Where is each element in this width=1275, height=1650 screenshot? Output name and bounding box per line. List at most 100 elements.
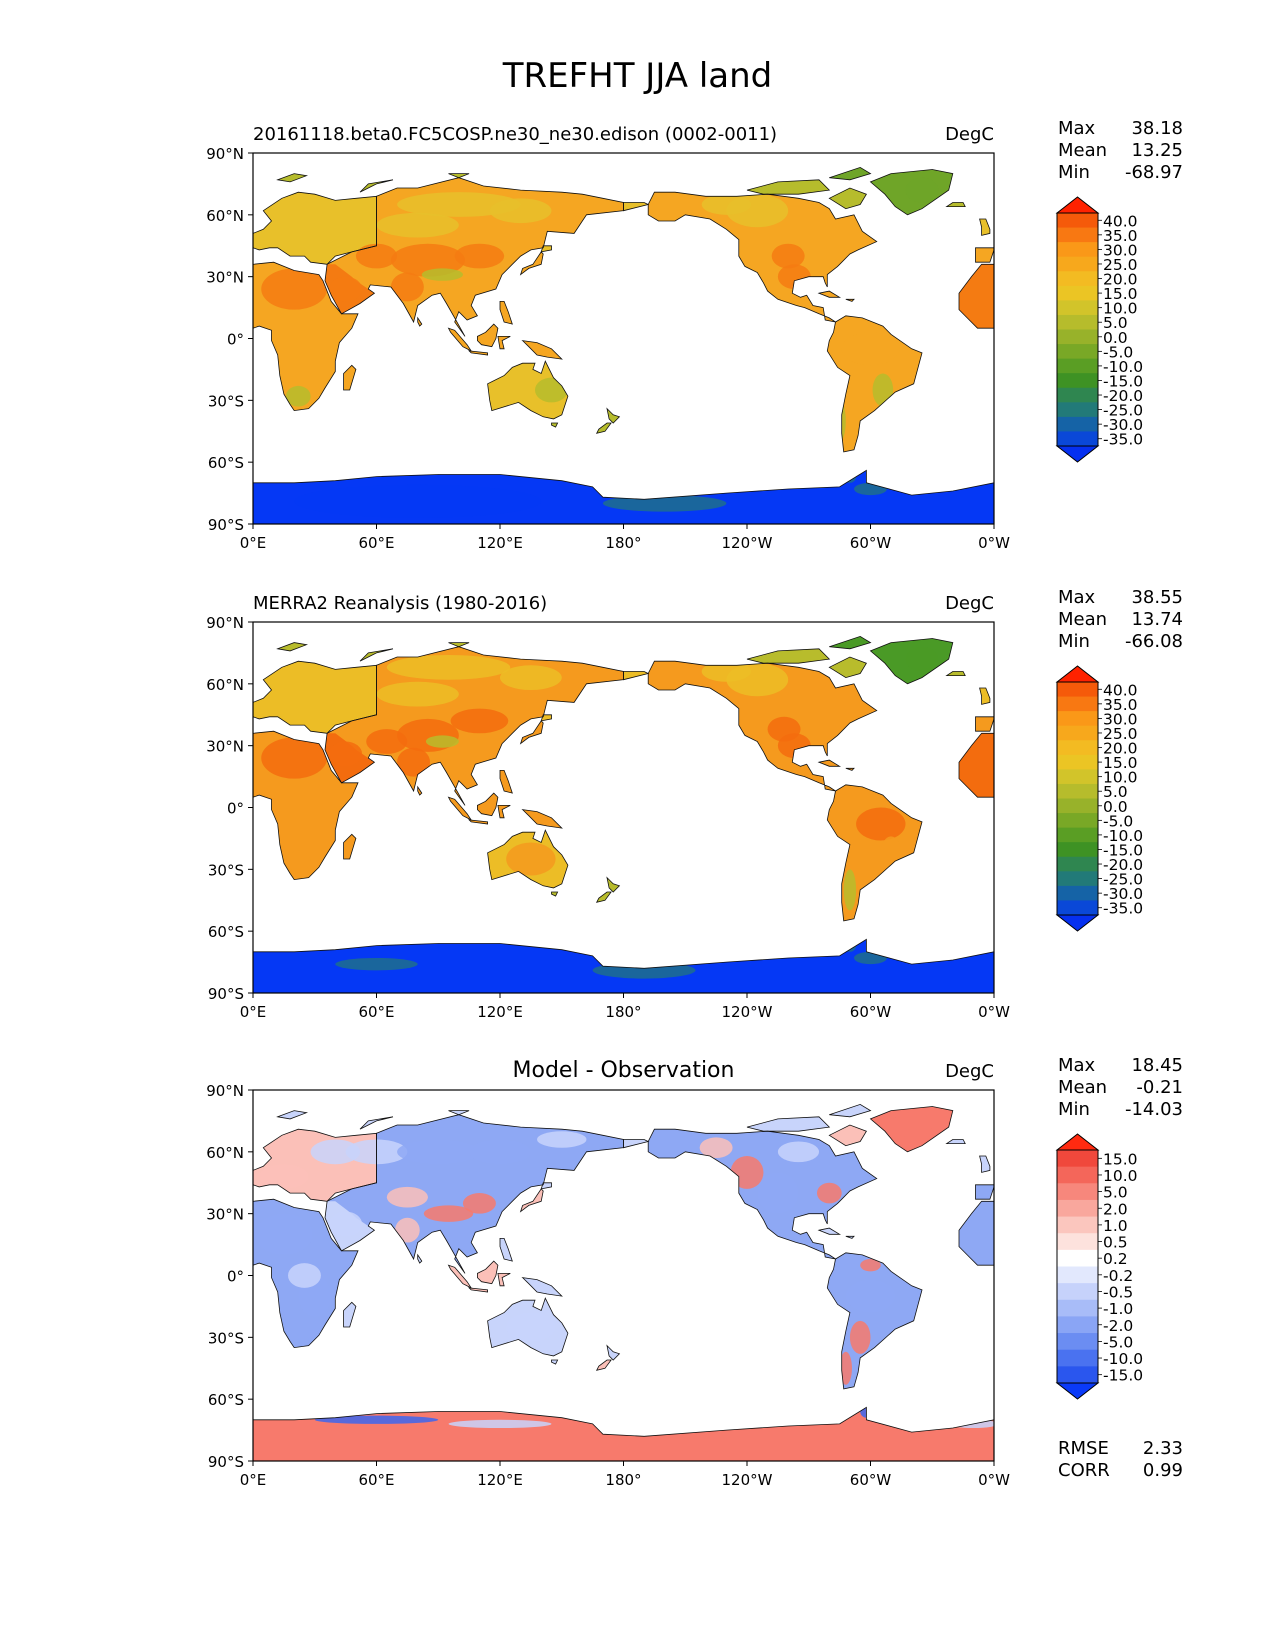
colorbar-extend-min <box>1055 914 1100 932</box>
coastline-baffin <box>828 1124 867 1147</box>
coastline-africa <box>253 261 359 412</box>
colorbar-cell <box>1057 754 1098 770</box>
lon-tick-label: 180° <box>605 1471 641 1489</box>
coastline-namerica <box>647 191 878 323</box>
colorbar-cell <box>1057 358 1098 374</box>
colorbar-label: 5.0 <box>1103 783 1128 801</box>
colorbar-label: -15.0 <box>1103 372 1143 390</box>
colorbar-label: -15.0 <box>1103 1367 1143 1385</box>
colorbar-frame <box>1056 212 1099 447</box>
coastline-tasmania <box>551 891 559 897</box>
colorbar: 40.035.030.025.020.015.010.05.00.0-5.0-1… <box>1055 665 1143 932</box>
colorbar-label: -5.0 <box>1103 812 1133 830</box>
lon-tick-label: 60°E <box>358 534 394 552</box>
field-blob <box>397 1139 480 1165</box>
field-blob <box>390 243 466 277</box>
colorbar-cell <box>1057 431 1098 447</box>
coastline-borneo <box>476 1260 499 1285</box>
coastline-newguinea <box>521 809 563 829</box>
field-blob <box>421 268 463 281</box>
land-sulawesi <box>497 1273 511 1286</box>
land-canada_arctic <box>747 1116 830 1132</box>
colorbar-cell <box>1057 769 1098 785</box>
field-blob <box>366 729 408 754</box>
lat-tick-label: 30°S <box>208 861 244 879</box>
land-borneo <box>477 1261 498 1284</box>
coastline-baffin <box>828 656 867 679</box>
coastline-asia <box>324 646 624 806</box>
colorbar-cell <box>1057 329 1098 345</box>
lat-tick-label: 30°S <box>208 1329 244 1347</box>
lon-tick-label: 120°W <box>722 1003 773 1021</box>
coastline-java <box>467 350 489 356</box>
colorbar-cell <box>1057 1199 1098 1218</box>
land-layer <box>253 166 994 524</box>
field-blob <box>285 385 311 407</box>
colorbar-label: -5.0 <box>1103 1333 1133 1351</box>
land-java <box>469 819 488 824</box>
field-blob <box>448 1419 552 1429</box>
field-blob <box>314 1415 439 1424</box>
land-nz_s <box>596 1360 612 1371</box>
coastline-svalbard <box>276 642 309 652</box>
figure-title: TREFHT JJA land <box>502 56 773 96</box>
field-blob <box>500 665 562 691</box>
field-blob <box>390 272 424 302</box>
colorbar-label: 10.0 <box>1103 769 1138 787</box>
coastline-newguinea <box>521 1277 563 1297</box>
land-nz_s <box>596 423 612 434</box>
land-iberia_w <box>975 1184 994 1200</box>
stat-label: Max <box>1058 118 1096 139</box>
colorbar-label: 2.0 <box>1103 1200 1128 1218</box>
coastline-tasmania <box>551 1359 559 1365</box>
coastline-sulawesi <box>497 805 511 819</box>
land-cuba <box>819 291 840 298</box>
coastline-java <box>467 819 489 825</box>
coastline-svalbard <box>276 173 309 183</box>
field-blob <box>699 1137 733 1159</box>
coastline-asia <box>324 177 624 337</box>
coastline-canada_arctic <box>746 1116 831 1132</box>
field-blob <box>397 747 431 777</box>
coastline-svalbard <box>276 1110 309 1120</box>
panel-3: 90°N 60°N 30°N 0° 30°S 60°S 90°S0°E 60°E 120°E 18… <box>206 1055 1183 1489</box>
land-ellesmere <box>829 1104 871 1117</box>
stat-value: 38.55 <box>1131 587 1183 608</box>
stat-value: -66.08 <box>1125 631 1183 652</box>
field-blob <box>310 1139 361 1165</box>
colorbar-frame <box>1056 1149 1099 1384</box>
coastline-srilanka <box>417 785 423 796</box>
field-blob <box>386 1186 428 1208</box>
stat-label: Mean <box>1058 140 1107 161</box>
coastline-taimyr_is <box>448 173 470 179</box>
colorbar: 15.010.05.02.01.00.50.2-0.2-0.5-1.0-2.0-… <box>1055 1133 1143 1400</box>
land-safrica_w <box>959 1201 994 1266</box>
colorbar-cell <box>1057 682 1098 698</box>
field-blob <box>856 807 906 841</box>
lon-tick-label: 0°E <box>240 1471 267 1489</box>
field-blob <box>287 1263 321 1288</box>
lon-tick-label: 120°E <box>477 534 523 552</box>
colorbar-cell <box>1057 885 1098 901</box>
coastline-antarctica <box>253 469 994 524</box>
colorbar-label: 35.0 <box>1103 227 1138 245</box>
panel-left-title: MERRA2 Reanalysis (1980-2016) <box>253 593 547 614</box>
land-europe <box>253 192 377 265</box>
field-blob <box>261 737 328 779</box>
lat-tick-label: 90°S <box>208 1453 244 1471</box>
field-blob <box>757 1172 799 1214</box>
coastline-asia <box>324 1114 624 1274</box>
land-taimyr_is <box>448 173 470 178</box>
coastline-philippines <box>499 770 513 794</box>
colorbar-cell <box>1057 1299 1098 1317</box>
field-blob <box>329 276 363 302</box>
field-blob <box>701 194 752 215</box>
coastline-namerica <box>647 660 878 792</box>
coastline-taimyr_is <box>448 1110 470 1116</box>
colorbar-label: 25.0 <box>1103 256 1138 274</box>
colorbar: 40.035.030.025.020.015.010.05.00.0-5.0-1… <box>1055 196 1143 463</box>
coastline-japan <box>519 720 544 745</box>
land-taimyr_is <box>448 642 470 647</box>
lon-tick-label: 0°W <box>978 534 1010 552</box>
coastline-hokkaido <box>540 245 552 253</box>
